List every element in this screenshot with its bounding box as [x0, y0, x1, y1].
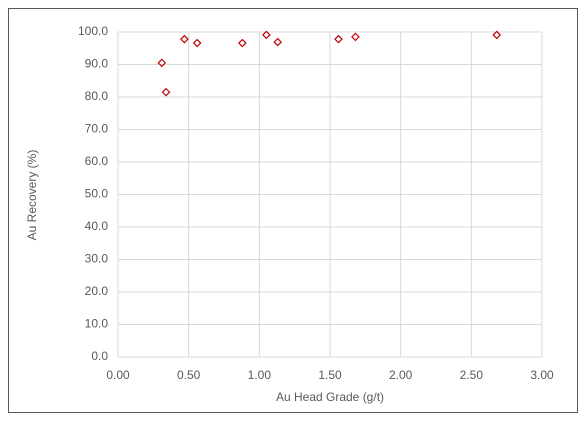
data-point — [157, 58, 167, 68]
data-point — [238, 38, 247, 48]
y-tick-label: 70.0 — [85, 122, 109, 136]
data-point — [180, 34, 189, 44]
data-point — [192, 38, 202, 48]
x-tick-label: 1.00 — [248, 368, 272, 382]
y-tick-label: 10.0 — [85, 317, 109, 331]
x-tick-label: 1.50 — [318, 368, 342, 382]
x-tick-label: 0.50 — [177, 368, 201, 382]
data-point — [262, 30, 271, 40]
chart-frame — [8, 8, 578, 413]
y-tick-label: 100.0 — [78, 24, 108, 38]
data-point — [492, 30, 502, 40]
y-tick-label: 20.0 — [85, 284, 109, 298]
y-axis-title: Au Recovery (%) — [25, 150, 39, 241]
data-point — [161, 87, 171, 97]
y-tick-label: 50.0 — [85, 187, 109, 201]
y-tick-label: 30.0 — [85, 252, 109, 266]
y-tick-label: 90.0 — [85, 57, 109, 71]
y-tick-label: 60.0 — [85, 154, 109, 168]
x-tick-label: 2.00 — [389, 368, 413, 382]
data-point — [334, 34, 343, 44]
y-tick-label: 80.0 — [85, 89, 109, 103]
x-tick-label: 2.50 — [460, 368, 484, 382]
x-tick-label: 0.00 — [106, 368, 130, 382]
x-tick-label: 3.00 — [530, 368, 554, 382]
y-tick-label: 0.0 — [91, 349, 108, 363]
x-axis-title: Au Head Grade (g/t) — [276, 390, 384, 404]
data-point — [351, 32, 360, 42]
data-point — [273, 37, 283, 47]
y-tick-label: 40.0 — [85, 219, 109, 233]
